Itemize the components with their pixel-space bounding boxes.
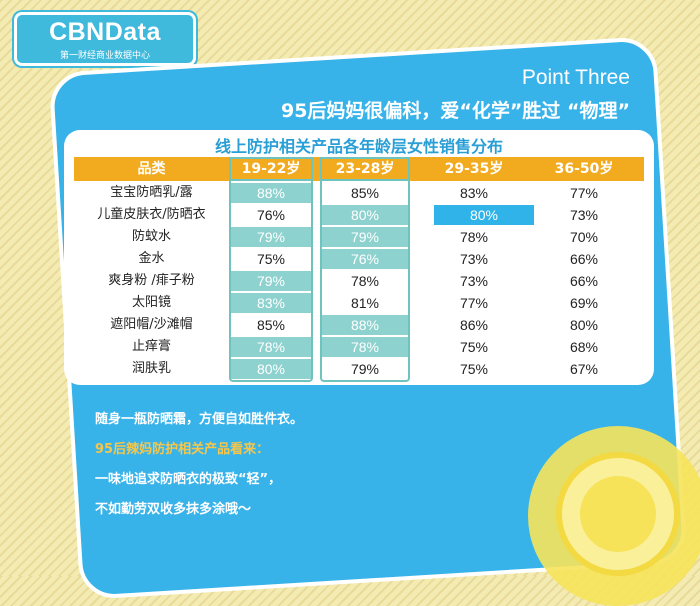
sales-table-card: 线上防护相关产品各年龄层女性销售分布 品类 19-22岁 23-28岁 29-3… xyxy=(64,130,654,385)
row-value-19-22: 75% xyxy=(256,251,286,267)
row-value-23-28: 78% xyxy=(350,273,380,289)
header-36-50: 36-50岁 xyxy=(554,161,614,177)
highlight-cell xyxy=(231,359,311,379)
row-value-29-35: 73% xyxy=(459,251,489,267)
highlight-cell xyxy=(231,183,311,203)
row-category: 止痒膏 xyxy=(131,339,171,354)
row-value-19-22: 79% xyxy=(256,273,286,289)
row-value-23-28: 81% xyxy=(350,295,380,311)
note-line-2: 95后辣妈防护相关产品看来： xyxy=(95,442,270,457)
row-value-19-22: 83% xyxy=(256,295,286,311)
row-value-23-28: 88% xyxy=(350,317,380,333)
row-value-29-35: 73% xyxy=(459,273,489,289)
row-value-29-35: 80% xyxy=(469,207,499,223)
note-line-3: 一味地追求防晒衣的极致“轻”， xyxy=(95,472,282,487)
highlight-cell xyxy=(231,227,311,247)
row-value-36-50: 68% xyxy=(569,339,599,355)
highlight-cell-blue xyxy=(434,205,534,225)
row-value-23-28: 79% xyxy=(350,361,380,377)
row-value-23-28: 76% xyxy=(350,251,380,267)
row-category: 防蚊水 xyxy=(131,229,171,244)
row-category: 太阳镜 xyxy=(131,295,171,310)
cbndata-logo: CBNData 第一财经商业数据中心 xyxy=(14,12,196,66)
header-19-22: 19-22岁 xyxy=(229,157,313,181)
row-value-36-50: 66% xyxy=(569,273,599,289)
row-value-19-22: 88% xyxy=(256,185,286,201)
row-value-36-50: 67% xyxy=(569,361,599,377)
highlight-cell xyxy=(322,249,408,269)
row-category: 润肤乳 xyxy=(131,361,171,376)
logo-tagline: 第一财经商业数据中心 xyxy=(59,51,150,61)
decorative-circle-center xyxy=(580,476,656,552)
row-value-19-22: 80% xyxy=(256,361,286,377)
row-value-29-35: 78% xyxy=(459,229,489,245)
point-label: Point Three xyxy=(521,66,630,89)
row-value-36-50: 80% xyxy=(569,317,599,333)
row-value-36-50: 66% xyxy=(569,251,599,267)
row-value-23-28: 79% xyxy=(350,229,380,245)
header-23-28: 23-28岁 xyxy=(320,157,410,181)
highlight-cell xyxy=(231,337,311,357)
row-value-29-35: 77% xyxy=(459,295,489,311)
row-value-23-28: 85% xyxy=(350,185,380,201)
highlight-cell xyxy=(322,315,408,335)
row-value-19-22: 85% xyxy=(256,317,286,333)
row-value-36-50: 70% xyxy=(569,229,599,245)
row-value-19-22: 79% xyxy=(256,229,286,245)
highlight-cell xyxy=(322,227,408,247)
row-value-23-28: 78% xyxy=(350,339,380,355)
row-value-29-35: 83% xyxy=(459,185,489,201)
row-category: 宝宝防晒乳/露 xyxy=(110,185,193,200)
row-category: 金水 xyxy=(138,251,165,266)
row-category: 爽身粉 /痱子粉 xyxy=(108,273,195,288)
note-line-1: 随身一瓶防晒霜，方便自如胜件衣。 xyxy=(95,412,304,427)
highlight-cell xyxy=(231,271,311,291)
highlight-cell xyxy=(322,337,408,357)
note-line-4: 不如勤劳双收多抹多涂哦～ xyxy=(95,502,252,517)
row-value-19-22: 78% xyxy=(256,339,286,355)
highlight-cell xyxy=(322,205,408,225)
table-title: 线上防护相关产品各年龄层女性销售分布 xyxy=(214,137,503,156)
row-category: 遮阳帽/沙滩帽 xyxy=(110,317,193,332)
row-value-36-50: 73% xyxy=(569,207,599,223)
row-value-36-50: 77% xyxy=(569,185,599,201)
highlight-cell xyxy=(231,293,311,313)
row-value-29-35: 75% xyxy=(459,339,489,355)
row-category: 儿童皮肤衣/防晒衣 xyxy=(97,207,206,222)
row-value-29-35: 75% xyxy=(459,361,489,377)
row-value-23-28: 80% xyxy=(350,207,380,223)
header-category: 品类 xyxy=(137,161,166,177)
headline: 95后妈妈很偏科，爱“化学”胜过 “物理” xyxy=(280,100,630,122)
row-value-29-35: 86% xyxy=(459,317,489,333)
header-29-35: 29-35岁 xyxy=(444,161,504,177)
row-value-19-22: 76% xyxy=(256,207,286,223)
row-value-36-50: 69% xyxy=(569,295,599,311)
logo-name: CBNData xyxy=(49,18,161,46)
